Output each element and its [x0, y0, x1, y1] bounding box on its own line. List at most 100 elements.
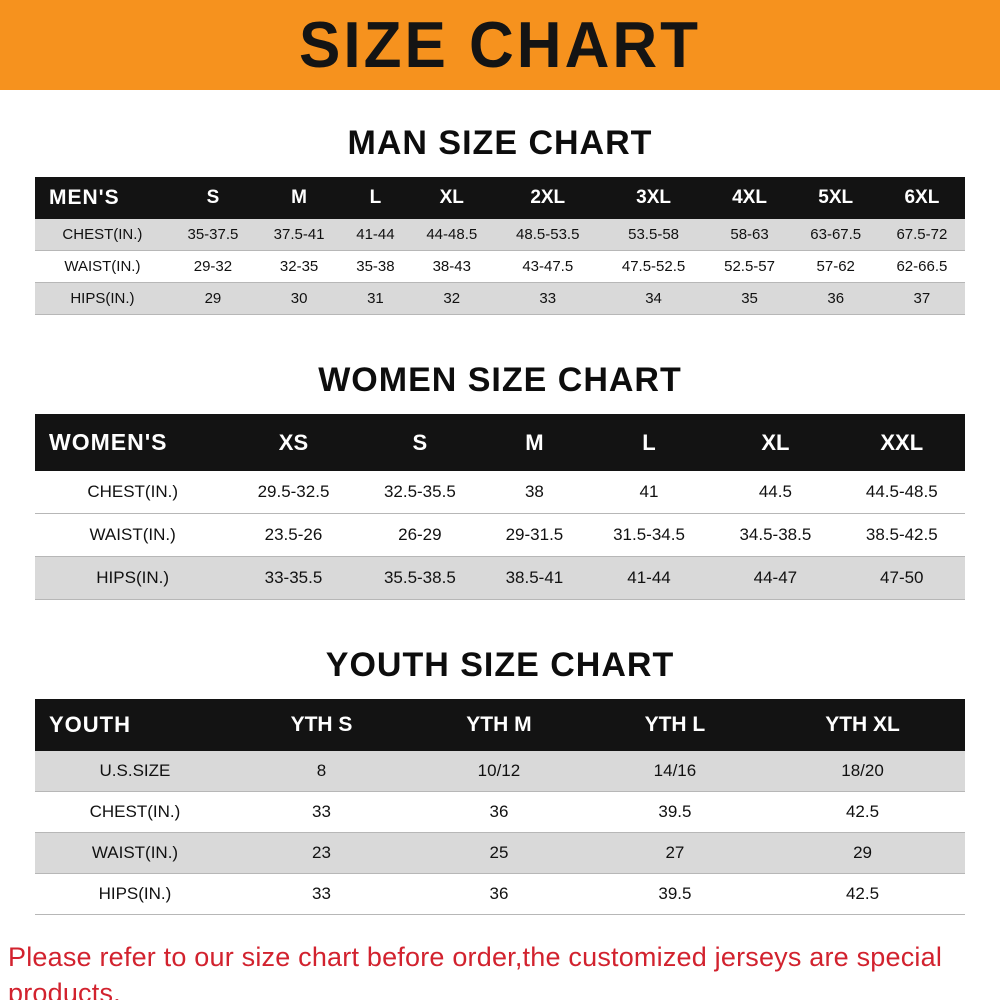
table-cell: 35.5-38.5 — [383, 568, 456, 587]
table-cell: 33 — [312, 802, 331, 821]
table-row: WAIST(IN.) 23.5-26 26-29 29-31.5 31.5-34.5 34… — [35, 514, 965, 557]
row-label: U.S.SIZE — [99, 761, 171, 780]
table-row: HIPS(IN.) 33 36 39.5 42.5 — [35, 874, 965, 915]
table-header-row: MEN'S S M L XL 2XL 3XL 4XL 5XL 6XL — [35, 177, 965, 219]
size-column-header: L — [342, 177, 409, 219]
row-label: CHEST(IN.) — [87, 482, 178, 501]
women-size-section: WOMEN SIZE CHART WOMEN'S XS S M L XL XXL CHEST(I… — [0, 361, 1000, 600]
table-cell: 37.5-41 — [273, 226, 325, 243]
table-cell: 41-44 — [356, 226, 395, 243]
table-cell: 41-44 — [627, 568, 671, 587]
table-cell: 38.5-42.5 — [865, 525, 938, 544]
table-cell: 57-62 — [816, 258, 855, 275]
table-cell: 47-50 — [880, 568, 924, 587]
table-cell: 58-63 — [730, 226, 769, 243]
table-cell: 37 — [913, 290, 931, 307]
table-cell: 36 — [489, 884, 509, 903]
table-cell: 35-37.5 — [187, 226, 239, 243]
size-column-header: YTH M — [408, 699, 590, 751]
table-cell: 27 — [665, 843, 685, 862]
disclaimer-note: Please refer to our size chart before or… — [8, 939, 1000, 1000]
table-cell: 29.5-32.5 — [257, 482, 330, 501]
size-column-header: YTH S — [234, 699, 409, 751]
row-label: HIPS(IN.) — [98, 884, 172, 903]
row-label: WAIST(IN.) — [91, 843, 179, 862]
youth-section-heading: YOUTH SIZE CHART — [325, 646, 675, 684]
table-cell: 34 — [645, 290, 662, 307]
table-cell: 39.5 — [658, 884, 692, 903]
table-cell: 23.5-26 — [264, 525, 323, 544]
table-cell: 44.5-48.5 — [865, 482, 938, 501]
table-cell: 35 — [741, 290, 758, 307]
size-column-header: M — [483, 414, 586, 471]
youth-size-table: YOUTH YTH S YTH M YTH L YTH XL U.S.SIZE 8 10/12… — [35, 699, 965, 915]
women-size-table: WOMEN'S XS S M L XL XXL CHEST(IN.) 29.5-32.5 32.5… — [35, 414, 965, 600]
table-cell: 63-67.5 — [810, 226, 862, 243]
table-cell: 53.5-58 — [628, 226, 679, 243]
table-cell: 41 — [639, 482, 659, 501]
table-cell: 38-43 — [432, 258, 471, 275]
size-column-header: XL — [712, 414, 839, 471]
row-label: HIPS(IN.) — [96, 568, 170, 587]
table-row: HIPS(IN.) 29 30 31 32 33 34 35 36 37 — [35, 282, 965, 315]
table-cell: 29-32 — [193, 258, 233, 275]
table-header-row: WOMEN'S XS S M L XL XXL — [35, 414, 965, 471]
size-column-header: 5XL — [792, 177, 879, 219]
size-column-header: XS — [230, 414, 357, 471]
table-row: CHEST(IN.) 29.5-32.5 32.5-35.5 38 41 44.5 44.5… — [35, 471, 965, 514]
size-column-header: XL — [408, 177, 495, 219]
table-cell: 30 — [290, 290, 308, 307]
table-cell: 32.5-35.5 — [383, 482, 456, 501]
table-cell: 8 — [316, 761, 327, 780]
row-label: HIPS(IN.) — [70, 290, 135, 307]
table-cell: 48.5-53.5 — [516, 226, 580, 243]
size-column-header: 3XL — [600, 177, 707, 219]
table-cell: 36 — [489, 802, 509, 821]
table-cell: 44-47 — [753, 568, 798, 587]
table-cell: 33 — [539, 290, 557, 307]
table-cell: 32 — [443, 290, 461, 307]
table-header-row: YOUTH YTH S YTH M YTH L YTH XL — [35, 699, 965, 751]
size-column-header: M — [256, 177, 343, 219]
table-cell: 34.5-38.5 — [739, 525, 812, 544]
men-size-section: MAN SIZE CHART MEN'S S M L XL 2XL 3XL 4XL 5XL 6XL C… — [0, 124, 1000, 315]
size-column-header: YTH L — [589, 699, 761, 751]
table-cell: 47.5-52.5 — [621, 258, 686, 275]
size-column-header: 6XL — [878, 177, 965, 219]
table-cell: 18/20 — [841, 761, 884, 780]
size-column-header: 4XL — [706, 177, 793, 219]
men-corner-label: MEN'S — [35, 177, 170, 219]
table-cell: 23 — [312, 843, 331, 862]
table-cell: 31 — [367, 290, 384, 307]
table-cell: 38.5-41 — [505, 568, 564, 587]
women-corner-label: WOMEN'S — [35, 414, 231, 471]
row-label: WAIST(IN.) — [89, 525, 176, 544]
table-cell: 29 — [853, 843, 872, 862]
table-cell: 67.5-72 — [896, 226, 948, 243]
table-cell: 52.5-57 — [724, 258, 775, 275]
row-label: CHEST(IN.) — [89, 802, 181, 821]
table-cell: 42.5 — [845, 802, 880, 821]
youth-size-section: YOUTH SIZE CHART YOUTH YTH S YTH M YTH L YTH … — [0, 646, 1000, 915]
table-cell: 39.5 — [658, 802, 692, 821]
size-column-header: S — [169, 177, 256, 219]
table-cell: 42.5 — [845, 884, 880, 903]
table-cell: 36 — [827, 290, 845, 307]
size-column-header: XXL — [838, 414, 965, 471]
table-cell: 25 — [489, 843, 509, 862]
table-row: WAIST(IN.) 23 25 27 29 — [35, 832, 965, 874]
table-cell: 62-66.5 — [896, 258, 948, 275]
table-cell: 35-38 — [356, 258, 395, 275]
table-row: CHEST(IN.) 33 36 39.5 42.5 — [35, 792, 965, 833]
table-cell: 31.5-34.5 — [613, 525, 685, 544]
table-cell: 33 — [312, 884, 331, 903]
disclaimer-line-1: Please refer to our size chart before or… — [8, 942, 943, 1000]
size-column-header: L — [585, 414, 713, 471]
men-section-heading: MAN SIZE CHART — [347, 124, 653, 162]
table-cell: 32-35 — [279, 258, 319, 275]
size-tables-container: MAN SIZE CHART MEN'S S M L XL 2XL 3XL 4XL 5XL 6XL C… — [0, 124, 1000, 915]
table-cell: 14/16 — [653, 761, 697, 780]
table-cell: 26-29 — [398, 525, 442, 544]
men-size-table: MEN'S S M L XL 2XL 3XL 4XL 5XL 6XL CHEST(IN.) 35-37… — [35, 177, 965, 315]
table-row: CHEST(IN.) 35-37.5 37.5-41 41-44 44-48.5 48.5… — [35, 219, 965, 251]
